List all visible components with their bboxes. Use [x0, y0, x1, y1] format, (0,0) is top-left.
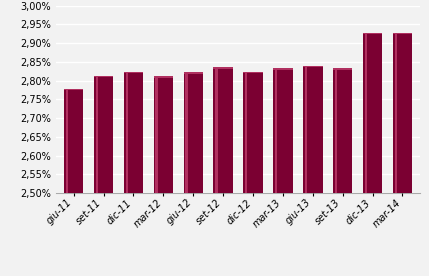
Bar	[393, 33, 412, 34]
Bar	[303, 66, 323, 193]
Bar	[185, 72, 187, 193]
Bar	[333, 68, 352, 193]
Bar	[154, 76, 173, 78]
Bar	[273, 68, 293, 70]
Bar	[64, 89, 83, 193]
Bar	[124, 72, 143, 73]
Bar	[154, 76, 173, 193]
Bar	[96, 76, 98, 193]
Bar	[333, 68, 352, 70]
Bar	[124, 72, 143, 193]
Bar	[243, 72, 263, 73]
Bar	[335, 68, 337, 193]
Bar	[273, 68, 293, 193]
Bar	[66, 89, 68, 193]
Bar	[365, 33, 367, 193]
Bar	[64, 89, 83, 90]
Bar	[245, 72, 248, 193]
Bar	[303, 66, 323, 67]
Bar	[363, 33, 382, 34]
Bar	[363, 33, 382, 193]
Bar	[275, 68, 277, 193]
Bar	[126, 72, 128, 193]
Bar	[94, 76, 113, 193]
Bar	[94, 76, 113, 77]
Bar	[395, 33, 397, 193]
Bar	[184, 72, 203, 193]
Bar	[184, 72, 203, 74]
Bar	[243, 72, 263, 193]
Bar	[214, 67, 233, 69]
Bar	[215, 67, 218, 193]
Bar	[214, 67, 233, 193]
Bar	[393, 33, 412, 193]
Bar	[305, 66, 307, 193]
Bar	[155, 76, 158, 193]
